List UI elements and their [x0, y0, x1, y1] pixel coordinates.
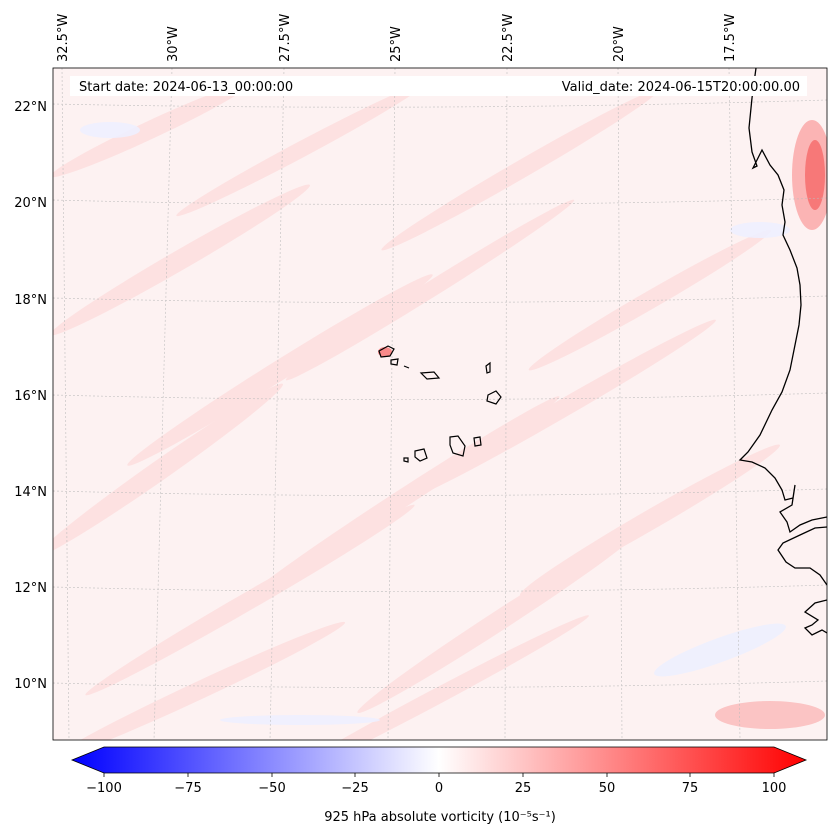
vorticity-field-background — [53, 68, 827, 740]
map-frame — [52, 67, 828, 741]
lat-label: 20°N — [14, 196, 47, 211]
colorbar-tick-label: −25 — [341, 781, 368, 796]
start-date-label: Start date: 2024-06-13_00:00:00 — [79, 80, 293, 95]
colorbar-ticks — [103, 773, 775, 777]
west-africa-coastline — [738, 68, 827, 636]
lat-label: 16°N — [14, 389, 47, 404]
graticule — [53, 68, 827, 740]
vorticity-streaks — [53, 82, 780, 740]
lat-label: 12°N — [14, 581, 47, 596]
lat-label: 14°N — [14, 485, 47, 500]
valid-date-label: Valid_date: 2024-06-15T20:00:00.00 — [562, 80, 800, 95]
colorbar-label: 925 hPa absolute vorticity (10⁻⁵s⁻¹) — [324, 810, 556, 825]
lon-label: 30°W — [166, 26, 181, 62]
lon-label: 22.5°W — [501, 14, 516, 62]
colorbar-tick-label: 75 — [682, 781, 699, 796]
lat-label: 10°N — [14, 677, 47, 692]
lat-label: 22°N — [14, 100, 47, 115]
colorbar-tick-label: 0 — [435, 781, 443, 796]
longitude-labels: 32.5°W 30°W 27.5°W 25°W 22.5°W 20°W 17.5… — [56, 14, 738, 62]
lat-label: 18°N — [14, 293, 47, 308]
date-label-strip — [70, 76, 807, 96]
cape-verde-islands — [378, 345, 502, 463]
colorbar-tick-label: −100 — [86, 781, 122, 796]
lon-label: 27.5°W — [278, 14, 293, 62]
negative-vorticity-patches — [80, 122, 790, 725]
colorbar-tick-label: 50 — [599, 781, 616, 796]
latitude-labels: 22°N 20°N 18°N 16°N 14°N 12°N 10°N — [14, 100, 47, 692]
lon-label: 17.5°W — [723, 14, 738, 62]
colorbar-bar — [70, 746, 808, 774]
strong-positive-vorticity — [378, 120, 827, 729]
lon-label: 25°W — [389, 26, 404, 62]
colorbar: −100 −75 −50 −25 0 25 50 75 100 925 hPa … — [70, 746, 808, 825]
map-panel — [53, 68, 827, 740]
colorbar-tick-label: 100 — [762, 781, 787, 796]
lon-label: 20°W — [612, 26, 627, 62]
lon-label: 32.5°W — [56, 14, 71, 62]
colorbar-tick-label: −75 — [174, 781, 201, 796]
colorbar-tick-label: −50 — [258, 781, 285, 796]
colorbar-tick-label: 25 — [515, 781, 532, 796]
